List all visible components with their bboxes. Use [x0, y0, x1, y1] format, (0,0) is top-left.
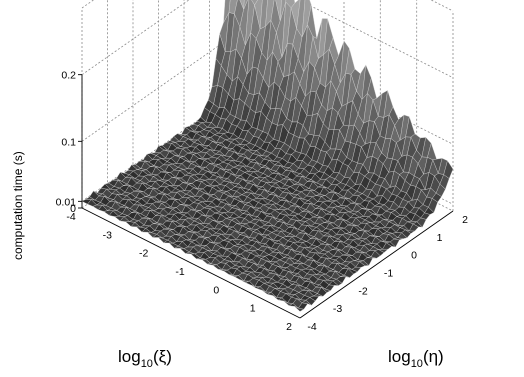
y-axis-label-sub: 10 [411, 358, 423, 370]
surface-patch [290, 0, 301, 29]
y-tick-label: 2 [462, 214, 468, 226]
x-tick-label: -2 [139, 248, 148, 260]
surface-patch [239, 0, 250, 46]
x-tick-label: -1 [175, 266, 184, 278]
surface-patch [251, 0, 258, 6]
surface-patch [280, 0, 287, 21]
surface-patch [265, 0, 275, 27]
z-tick-label: 0.01 [56, 196, 77, 208]
y-tick-label: -4 [307, 321, 316, 333]
surface-patch [254, 0, 263, 29]
x-axis-line [81, 207, 301, 319]
back-wall-z-gridline [81, 33, 236, 142]
surface-patch [239, 0, 245, 10]
surface-patch [243, 0, 248, 10]
y-tick-label: 0 [411, 250, 417, 262]
x-tick-label: 1 [250, 303, 256, 315]
y-tick-label: -1 [384, 268, 393, 280]
surface-patch [296, 0, 306, 38]
y-tick-label: -3 [333, 303, 342, 315]
surface-patch [223, 0, 231, 23]
y-axis-label: log10(η) [388, 347, 444, 370]
y-tick-label: -2 [358, 285, 367, 297]
x-axis-label-sub: 10 [141, 358, 153, 370]
axes-box [78, 74, 454, 319]
z-tick-label: 0.2 [61, 70, 76, 82]
surface-layer [81, 0, 454, 312]
z-axis-label: computation time (s) [11, 151, 25, 260]
x-axis-label: log10(ξ) [118, 347, 172, 370]
surface-patch [275, 0, 282, 21]
surface-patch [228, 0, 238, 15]
x-tick-label: -4 [66, 211, 75, 223]
x-tick-label: 0 [213, 284, 219, 296]
x-axis-label-arg: (ξ) [153, 347, 172, 366]
y-axis-label-arg: (η) [423, 347, 444, 366]
x-tick-label: 2 [286, 321, 292, 333]
y-axis-line [299, 210, 454, 319]
y-axis-label-log: log [388, 347, 411, 366]
z-tick-label: 0.1 [61, 136, 76, 148]
x-tick-label: -3 [103, 229, 112, 241]
z-tick-label: 0 [70, 203, 76, 215]
surface-patch [443, 160, 454, 179]
x-axis-label-log: log [118, 347, 141, 366]
y-tick-label: 1 [437, 232, 443, 244]
